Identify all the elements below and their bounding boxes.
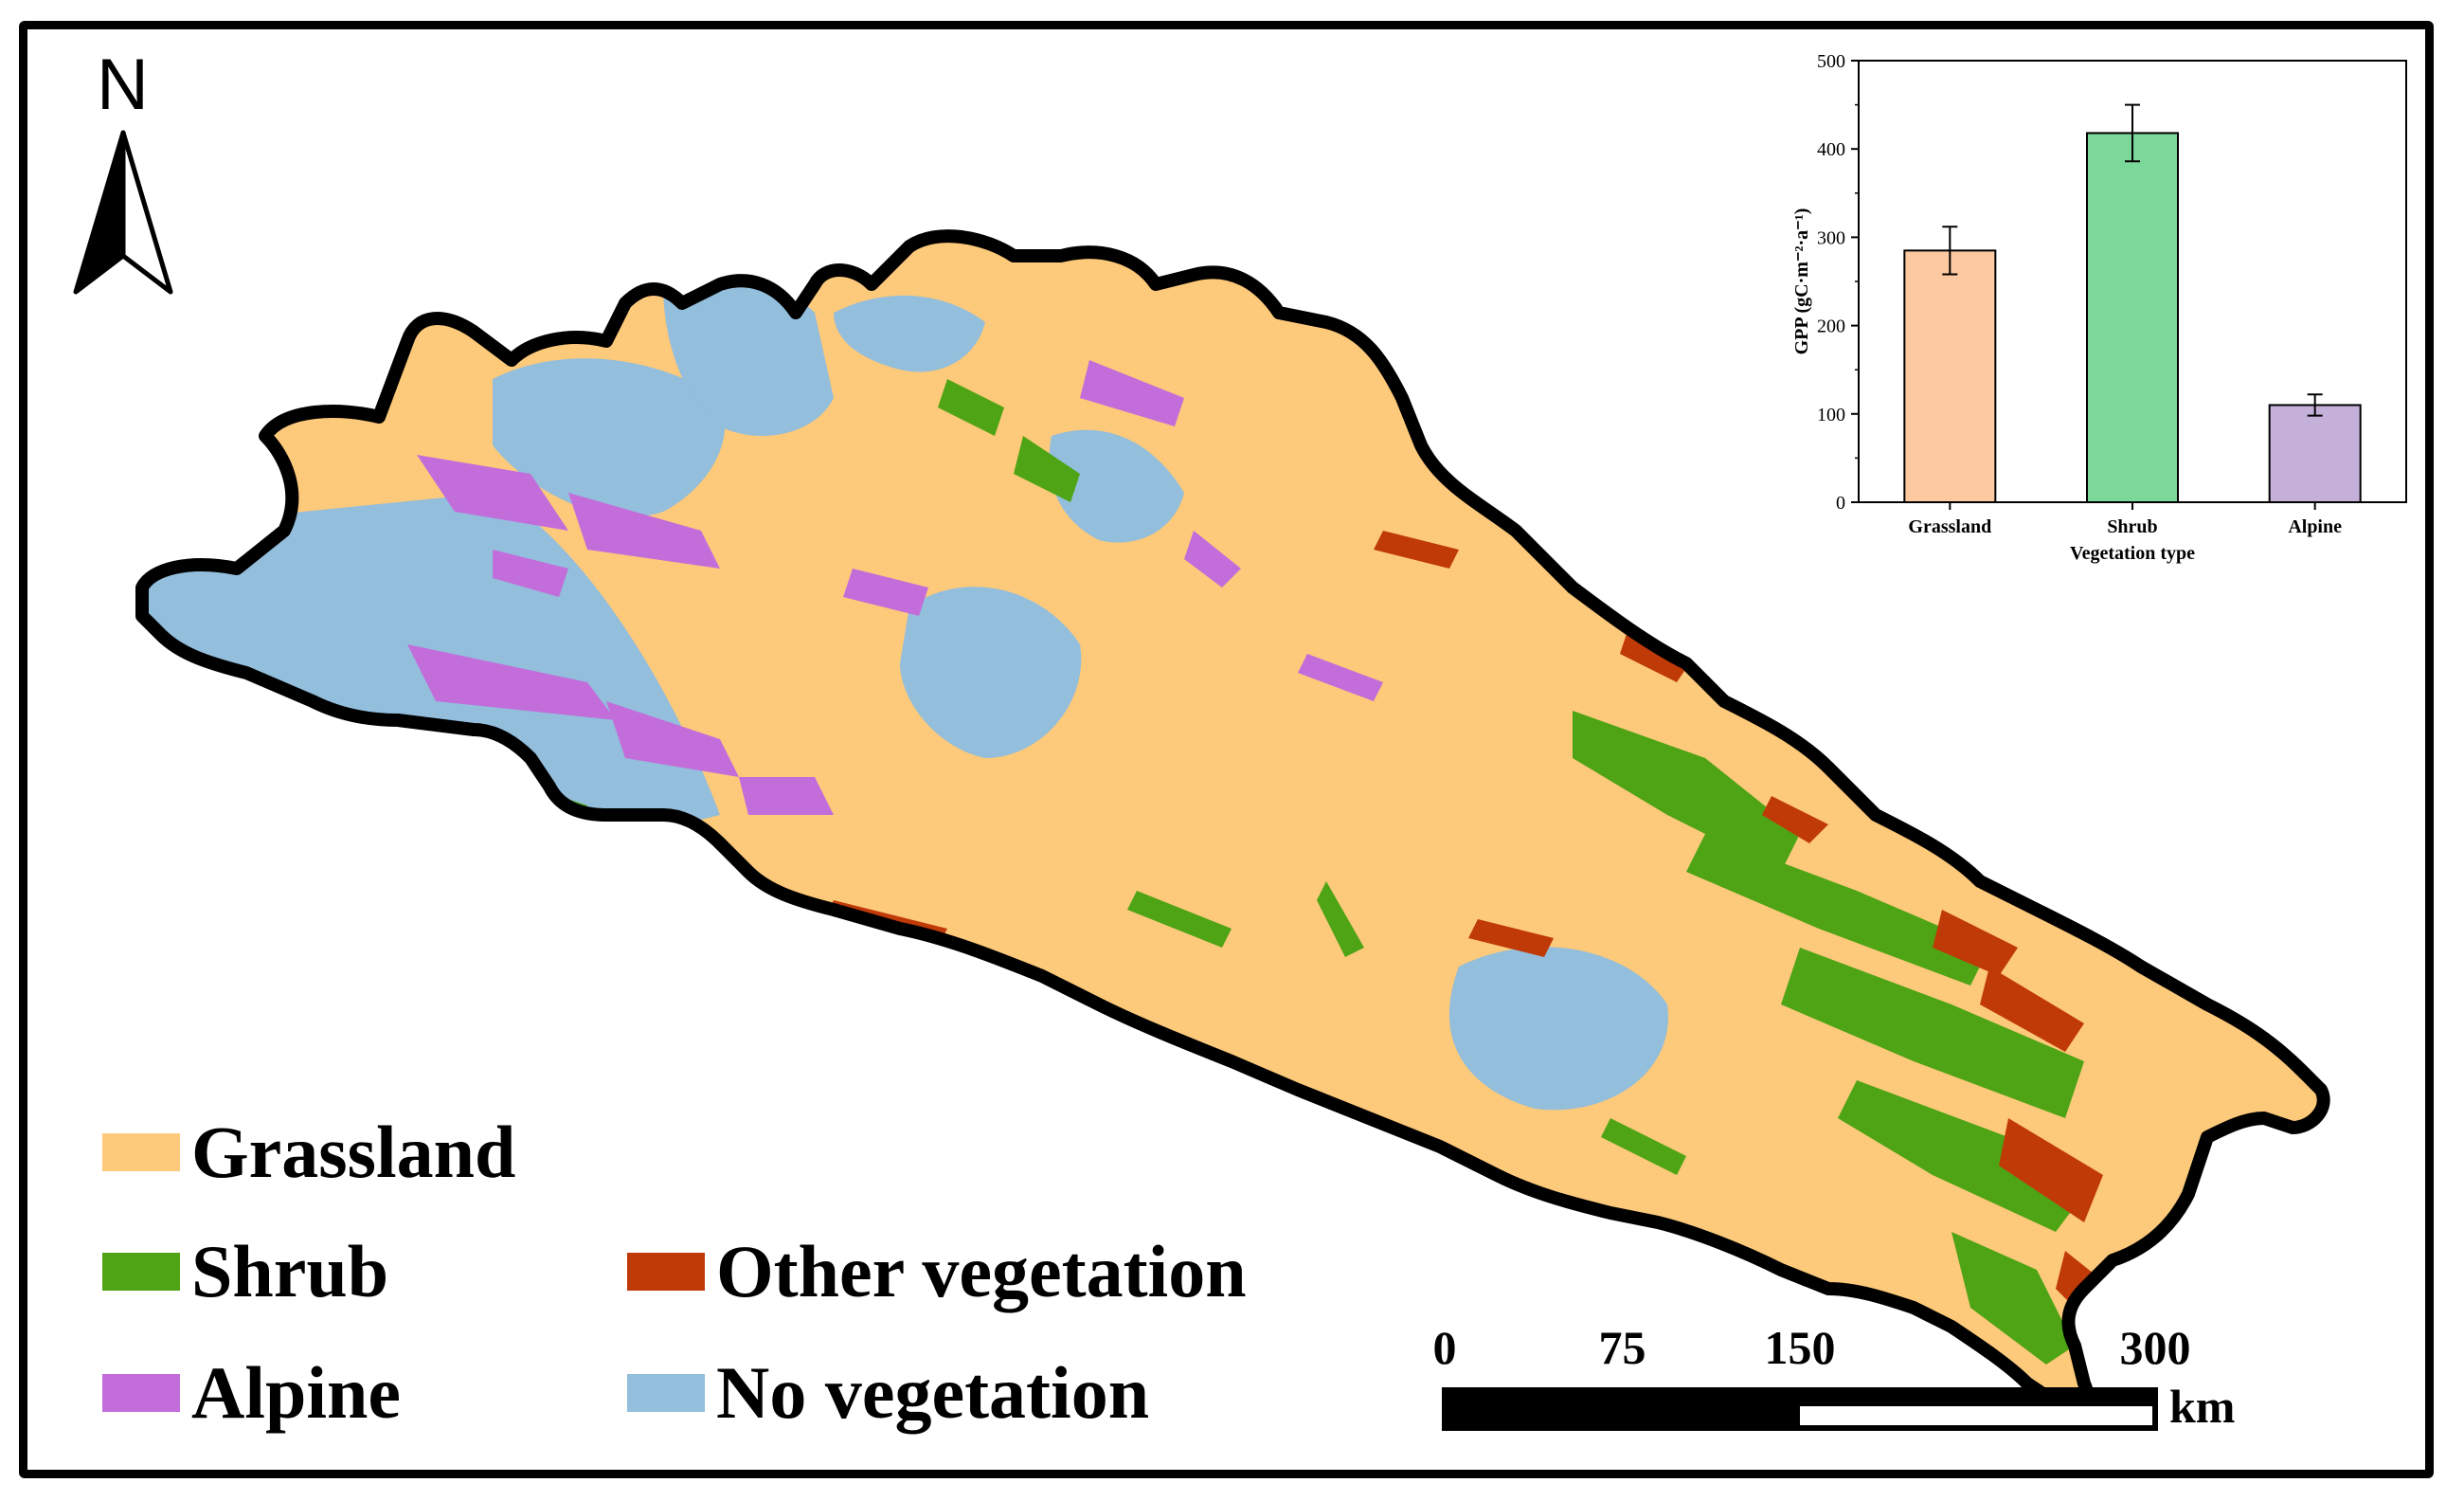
alpine-patch-3 [407,644,616,720]
other-vegetation-patch-5 [1980,967,2084,1052]
no-vegetation-basin [900,587,1082,758]
no-vegetation-lake [1448,947,1668,1111]
gpp-chart-svg: 0 100 200 300 400 500 Grassland Shrub Alpine Vege… [1791,51,2407,564]
bar-grassland [1903,249,1997,503]
x-tick-label-alpine: Alpine [2288,516,2342,537]
legend-swatch-other-vegetation [627,1253,705,1291]
shrub-patch-2 [1686,834,1989,986]
scale-bar-upper-segment [1800,1390,2155,1406]
alpine-patch-1 [417,455,568,531]
alpine-patch-9 [1184,531,1241,588]
north-arrow-right-half [120,130,173,295]
scale-bar-black-segment [1445,1390,1800,1428]
x-tick-label-grassland: Grassland [1908,516,1991,537]
y-tick-label: 0 [1836,493,1845,514]
alpine-patch-6 [493,550,568,597]
y-tick-label: 400 [1817,139,1845,160]
legend-swatch-no-vegetation [627,1374,705,1412]
legend-label-alpine: Alpine [191,1351,402,1434]
region-landcover [142,275,2113,1365]
scale-bar-unit: km [2169,1380,2236,1433]
other-vegetation-patch-9 [445,815,493,843]
other-vegetation-patch-8 [1468,919,1554,957]
shrub-patch-11 [1601,1118,1686,1175]
north-arrow-icon [73,130,173,295]
y-tick-label: 500 [1817,51,1845,72]
y-axis-label: GPP (gC·m⁻²·a⁻¹) [1791,208,1812,355]
other-vegetation-patch-6 [1999,1118,2103,1222]
no-vegetation-north-ridge [834,295,985,372]
scale-bar-tick-label: 75 [1598,1321,1646,1374]
legend-item-grassland: Grassland [102,1111,515,1193]
x-tick-label-shrub: Shrub [2107,516,2157,537]
no-vegetation-west [142,493,720,853]
other-vegetation-patch-3 [1762,796,1828,843]
legend-swatch-alpine [102,1374,180,1412]
legend-item-no-vegetation: No vegetation [627,1351,1149,1434]
region-base [135,229,2330,1413]
scale-bar-tick-label: 150 [1764,1321,1836,1374]
scale-bar-tick-label: 0 [1432,1321,1457,1374]
legend-swatch-shrub [102,1253,180,1291]
no-vegetation-north-west [493,358,726,517]
north-arrow-left-outline [73,130,126,295]
gpp-bar-chart: 0 100 200 300 400 500 Grassland Shrub Alpine Vege… [1781,45,2425,576]
other-vegetation-patch-4 [1933,910,2018,976]
shrub-patch-5 [1951,1232,2075,1365]
legend-item-other-vegetation: Other vegetation [627,1230,1247,1312]
x-axis-label: Vegetation type [2070,543,2195,564]
alpine-patch-4 [606,701,739,777]
y-tick-label: 300 [1817,227,1845,248]
shrub-patch-6 [938,379,1004,436]
shrub-patch-9 [1127,891,1232,948]
legend-label-other-vegetation: Other vegetation [716,1230,1247,1312]
y-tick-label: 100 [1817,405,1845,425]
shrub-patch-4 [1838,1080,2084,1232]
y-tick-label: 200 [1817,316,1845,337]
bar-alpine [2268,404,2362,504]
scale-bar [1442,1387,2158,1431]
no-vegetation-center [1049,429,1184,543]
scale-bar-tick-label: 300 [2119,1321,2191,1374]
shrub-patch-1 [1573,711,1800,872]
legend-label-shrub: Shrub [191,1230,389,1312]
legend-item-shrub: Shrub [102,1230,388,1312]
legend-label-grassland: Grassland [191,1111,516,1193]
alpine-patch-11 [1298,654,1383,701]
shrub-patch-3 [1781,948,2084,1118]
alpine-patch-7 [843,569,928,616]
alpine-patch-5 [739,777,834,815]
alpine-patch-10 [1885,777,1951,824]
legend-label-no-vegetation: No vegetation [716,1351,1150,1434]
other-vegetation-patch-1 [1374,531,1459,569]
alpine-patch-8 [1080,360,1184,426]
north-arrow-label: N [97,45,149,125]
legend-swatch-grassland [102,1133,180,1171]
shrub-patch-10 [1317,881,1364,957]
shrub-patch-7 [1014,436,1080,502]
alpine-patch-2 [568,493,720,569]
region-boundary [135,229,2330,1413]
bar-shrub [2086,132,2179,503]
legend-item-alpine: Alpine [102,1351,401,1434]
